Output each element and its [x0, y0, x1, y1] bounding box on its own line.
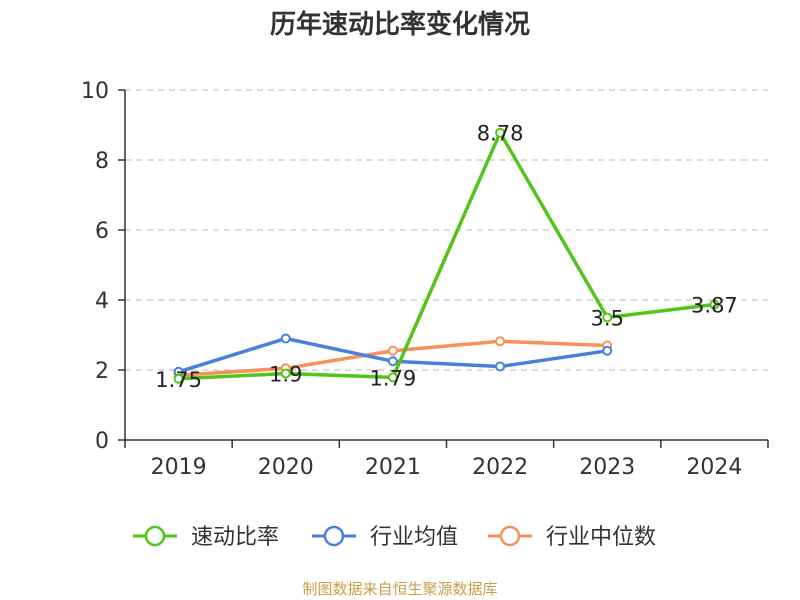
y-tick-label: 6 [95, 219, 109, 244]
data-point [495, 336, 506, 347]
legend-label: 行业均值 [370, 525, 458, 550]
y-tick-label: 10 [81, 79, 109, 104]
x-tick-label: 2024 [686, 455, 742, 480]
data-point [495, 127, 506, 138]
data-point [602, 312, 613, 323]
legend-marker [499, 525, 521, 547]
data-point [387, 372, 398, 383]
data-point [173, 373, 184, 384]
data-point [602, 345, 613, 356]
data-point [709, 299, 720, 310]
data-label: 3.5 [591, 307, 624, 331]
y-tick-label: 8 [95, 149, 109, 174]
x-tick-label: 2021 [365, 455, 421, 480]
legend-marker [144, 525, 166, 547]
chart-title: 历年速动比率变化情况 [269, 10, 530, 40]
x-tick-label: 2019 [151, 455, 207, 480]
data-point [387, 356, 398, 367]
y-tick-label: 0 [95, 429, 109, 454]
x-tick-label: 2023 [579, 455, 635, 480]
source-note: 制图数据来自恒生聚源数据库 [302, 580, 498, 598]
x-tick-label: 2020 [258, 455, 314, 480]
y-tick-label: 4 [95, 289, 109, 314]
data-point [387, 345, 398, 356]
data-point [495, 361, 506, 372]
y-tick-label: 2 [95, 359, 109, 384]
series-line [178, 130, 715, 381]
data-point [280, 333, 291, 344]
data-label: 1.75 [155, 368, 202, 392]
data-label: 1.79 [370, 366, 417, 390]
data-label: 3.87 [691, 294, 738, 318]
data-label: 8.78 [477, 122, 524, 146]
data-label: 1.9 [269, 363, 302, 387]
legend-label: 行业中位数 [546, 525, 656, 550]
legend-label: 速动比率 [191, 525, 279, 550]
legend-marker [323, 525, 345, 547]
data-point [280, 368, 291, 379]
x-tick-label: 2022 [472, 455, 528, 480]
